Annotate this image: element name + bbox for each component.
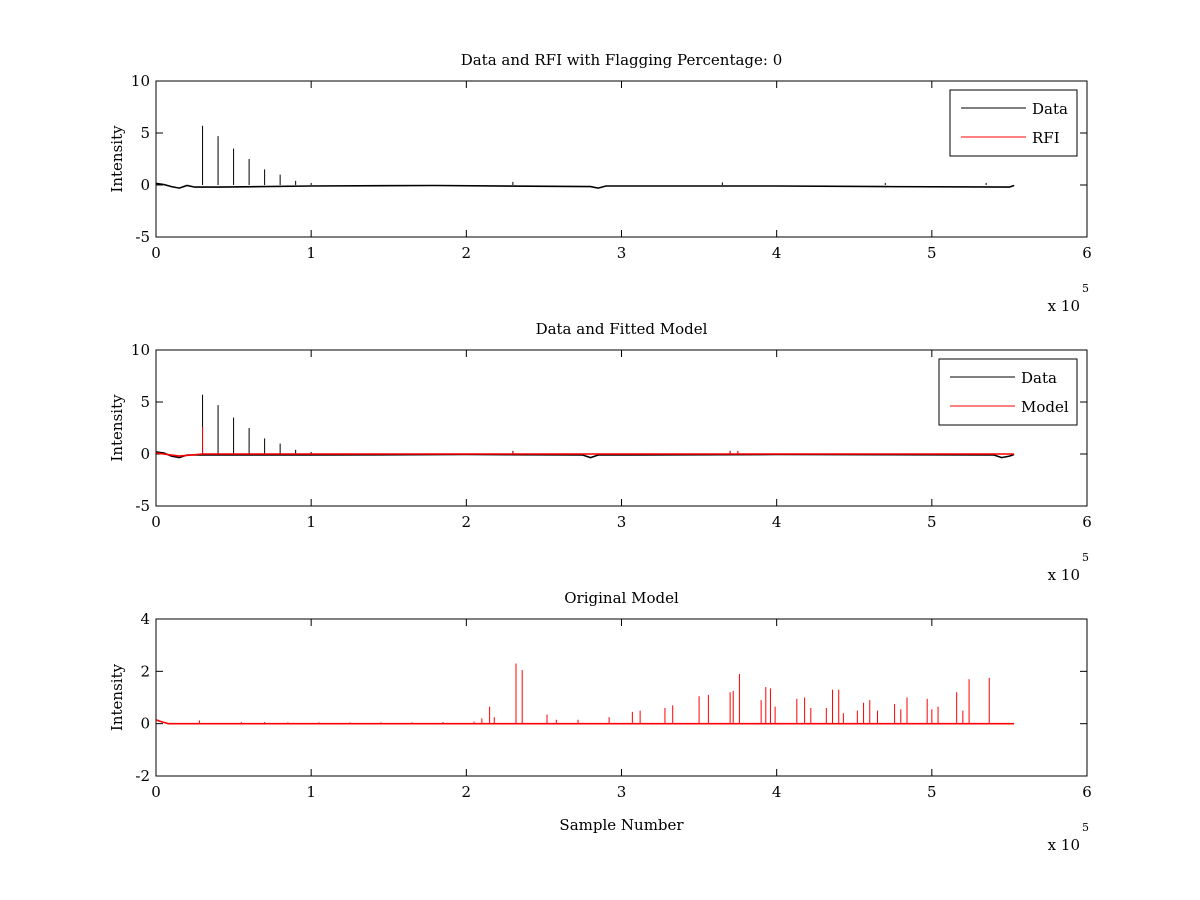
x-tick-label: 4 (772, 783, 782, 801)
x-tick-label: 3 (617, 783, 627, 801)
y-axis-label: Intensity (108, 394, 126, 462)
y-axis-label: Intensity (108, 125, 126, 193)
y-axis-label: Intensity (108, 663, 126, 731)
legend-label: RFI (1032, 129, 1060, 147)
y-tick-label: -5 (135, 228, 150, 246)
x-multiplier-exponent: 5 (1082, 282, 1089, 295)
y-tick-label: 10 (131, 72, 150, 90)
y-tick-label: -2 (135, 767, 150, 785)
y-tick-label: 5 (140, 124, 150, 142)
y-tick-label: 0 (140, 445, 150, 463)
x-tick-label: 3 (617, 513, 627, 531)
axes-box (155, 618, 1088, 777)
subplot-1: Data and RFI with Flagging Percentage: 0… (108, 51, 1092, 315)
x-tick-label: 2 (462, 783, 472, 801)
x-tick-label: 0 (151, 244, 161, 262)
y-tick-label: 5 (140, 393, 150, 411)
axes-box (155, 80, 1088, 238)
legend-box (938, 358, 1078, 426)
x-tick-label: 5 (927, 244, 937, 262)
legend-label: Model (1021, 398, 1069, 416)
series-model (156, 426, 1015, 457)
x-tick-label: 4 (772, 513, 782, 531)
chart-title: Data and Fitted Model (536, 320, 708, 338)
y-tick-label: 2 (140, 662, 150, 680)
x-multiplier-label: x 10 (1048, 836, 1080, 854)
y-tick-label: 0 (140, 715, 150, 733)
x-multiplier-exponent: 5 (1082, 821, 1089, 834)
x-tick-label: 5 (927, 783, 937, 801)
legend-label: Data (1032, 100, 1068, 118)
y-tick-label: 10 (131, 341, 150, 359)
x-tick-label: 2 (462, 513, 472, 531)
x-tick-label: 6 (1082, 513, 1092, 531)
x-tick-label: 1 (306, 513, 316, 531)
x-axis-label: Sample Number (559, 816, 684, 834)
x-tick-label: 3 (617, 244, 627, 262)
legend-box (949, 89, 1078, 157)
x-tick-label: 1 (306, 244, 316, 262)
legend: Data Model (938, 358, 1078, 426)
series-baseline-line (156, 182, 1015, 189)
subplots: Data and RFI with Flagging Percentage: 0… (108, 51, 1092, 854)
series-data (156, 125, 1015, 189)
y-tick-label: -5 (135, 497, 150, 515)
legend: Data RFI (949, 89, 1078, 157)
series-model (156, 663, 1015, 725)
series-baseline-line (156, 452, 1015, 457)
y-tick-label: 0 (140, 176, 150, 194)
chart-title: Original Model (564, 589, 679, 607)
x-tick-label: 2 (462, 244, 472, 262)
x-tick-label: 6 (1082, 244, 1092, 262)
x-multiplier-label: x 10 (1048, 297, 1080, 315)
x-tick-label: 5 (927, 513, 937, 531)
x-multiplier-label: x 10 (1048, 566, 1080, 584)
x-multiplier-exponent: 5 (1082, 551, 1089, 564)
axes-box (155, 349, 1088, 507)
x-tick-label: 4 (772, 244, 782, 262)
x-tick-label: 1 (306, 783, 316, 801)
x-tick-label: 0 (151, 783, 161, 801)
y-tick-label: 4 (140, 610, 150, 628)
series-baseline-line (156, 718, 1015, 725)
chart-title: Data and RFI with Flagging Percentage: 0 (461, 51, 783, 69)
x-tick-label: 6 (1082, 783, 1092, 801)
legend-label: Data (1021, 369, 1057, 387)
x-tick-label: 0 (151, 513, 161, 531)
